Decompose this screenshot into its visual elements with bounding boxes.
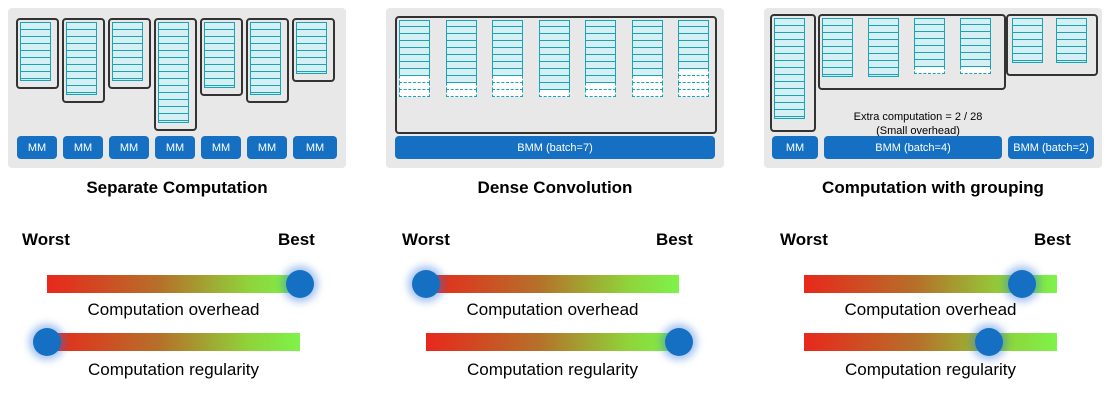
overhead-label: Computation overhead [844,300,1017,319]
matrix-stack [399,20,430,100]
regularity-knob [665,328,693,356]
overhead-bar [426,275,679,293]
regularity-label: Computation regularity [466,360,639,379]
mm-block: MM [109,136,149,159]
matrix-stack [204,22,235,88]
overhead-knob [286,270,314,298]
overhead-label: Computation overhead [87,300,260,319]
matrix-stack [960,18,991,77]
panel-separate-computation: MM MM MM MM MM MM MM [8,8,346,168]
group-box [395,16,717,134]
group-box [154,18,197,131]
best-label: Best [1034,230,1071,249]
regularity-bar [47,333,300,351]
matrix-stack [20,22,51,81]
overhead-knob [412,270,440,298]
mm-block: MM [772,136,818,159]
worst-label: Worst [780,230,828,249]
regularity-bar [804,333,1057,351]
regularity-knob [974,328,1003,356]
regularity-knob [33,328,61,356]
note-line1: Extra computation = 2 / 28 [853,111,983,123]
bmm-block: BMM (batch=7) [395,136,715,159]
matrix-stack [1056,18,1087,63]
overhead-bar [47,275,300,293]
overhead-bar [804,275,1057,293]
caption-separate-computation: Separate Computation [86,178,268,197]
group-box [108,18,151,89]
group-box [292,18,335,82]
group-box [818,14,1006,90]
matrix-stack [631,20,663,100]
matrix-stack [868,18,899,77]
mm-block: MM [247,136,287,159]
matrix-stack [1012,18,1043,63]
regularity-label: Computation regularity [87,360,260,379]
worst-label: Worst [402,230,450,249]
matrix-stack [250,22,281,95]
group-box [16,18,59,89]
bmm-block: BMM (batch=4) [824,136,1002,159]
caption-dense-convolution: Dense Convolution [477,178,633,197]
regularity-bar [426,333,679,351]
worst-label: Worst [22,230,70,249]
best-label: Best [278,230,315,249]
regularity-label: Computation regularity [844,360,1017,379]
note-line2: (Small overhead) [876,125,960,137]
overhead-knob [1007,270,1036,298]
mm-block: MM [293,136,337,159]
matrix-stack [822,18,853,77]
matrix-stack [158,22,189,123]
matrix-stack [538,20,570,100]
mm-block: MM [63,136,103,159]
mm-block: MM [17,136,57,159]
mm-block: MM [155,136,195,159]
matrix-stack [678,20,709,100]
group-box [1006,14,1098,76]
best-label: Best [656,230,693,249]
group-box [62,18,105,103]
mm-block: MM [201,136,241,159]
panel-dense-convolution: BMM (batch=7) [386,8,724,168]
overhead-label: Computation overhead [466,300,639,319]
matrix-stack [296,22,327,74]
matrix-stack [585,20,616,100]
matrix-stack [112,22,143,81]
matrix-stack [914,18,945,77]
caption-computation-with-grouping: Computation with grouping [822,178,1044,197]
matrix-stack [445,20,477,100]
group-box [770,14,816,132]
group-box [200,18,243,96]
matrix-stack [774,18,805,119]
panel-computation-with-grouping: Extra computation = 2 / 28 (Small overhe… [764,8,1102,168]
bmm-block: BMM (batch=2) [1008,136,1094,159]
matrix-stack [66,22,97,95]
group-box [246,18,289,103]
extra-computation-note: Extra computation = 2 / 28 (Small overhe… [838,110,998,138]
matrix-stack [492,20,523,100]
